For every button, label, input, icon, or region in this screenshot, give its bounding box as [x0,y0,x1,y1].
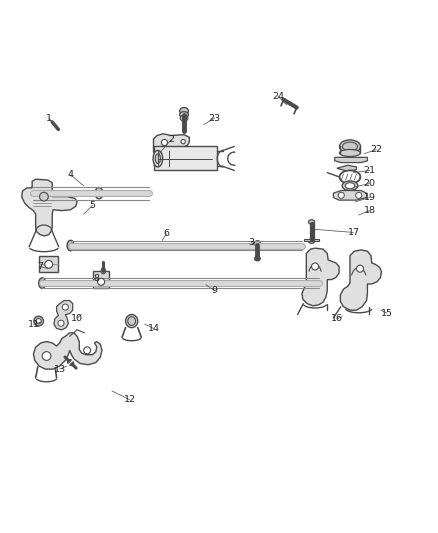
Ellipse shape [339,171,360,183]
Text: 14: 14 [148,324,159,333]
Ellipse shape [126,314,138,328]
Text: 20: 20 [364,179,376,188]
Circle shape [181,140,185,144]
Text: 1: 1 [46,114,52,123]
Ellipse shape [101,268,106,274]
Ellipse shape [343,142,357,151]
Text: 24: 24 [272,92,284,101]
Circle shape [356,192,362,198]
Ellipse shape [342,181,358,190]
Text: 12: 12 [124,395,135,404]
Ellipse shape [29,187,37,200]
Text: 17: 17 [347,228,360,237]
Polygon shape [21,179,77,236]
Circle shape [62,304,68,310]
Polygon shape [33,333,102,369]
Text: 21: 21 [364,166,376,175]
Text: 6: 6 [164,229,170,238]
Ellipse shape [345,183,355,189]
Ellipse shape [67,359,74,366]
Ellipse shape [339,149,360,157]
Ellipse shape [254,241,260,245]
Polygon shape [335,157,367,163]
Ellipse shape [34,316,43,326]
Circle shape [45,261,53,268]
Text: 4: 4 [67,171,74,179]
Ellipse shape [128,317,136,326]
Text: 22: 22 [370,145,382,154]
Text: 18: 18 [364,206,376,215]
Circle shape [84,347,91,354]
Ellipse shape [254,256,260,261]
Text: 15: 15 [381,309,393,318]
Ellipse shape [39,278,46,288]
Text: 7: 7 [37,262,43,271]
Text: 23: 23 [208,114,221,123]
Text: 13: 13 [53,365,66,374]
Circle shape [161,140,167,146]
Circle shape [98,278,105,285]
Text: 8: 8 [94,274,100,283]
Ellipse shape [36,318,41,324]
Text: 11: 11 [28,320,39,329]
Ellipse shape [153,150,162,167]
Text: 19: 19 [364,193,376,202]
Polygon shape [304,239,319,241]
Ellipse shape [67,240,74,251]
Bar [39,256,58,272]
Circle shape [357,265,364,272]
Circle shape [58,320,64,326]
Circle shape [311,263,318,270]
Polygon shape [153,134,189,153]
Polygon shape [333,190,367,200]
Text: 16: 16 [331,314,343,324]
Ellipse shape [95,188,103,199]
Polygon shape [302,248,339,306]
Bar [93,271,109,288]
Ellipse shape [308,239,314,244]
Text: 5: 5 [89,201,95,210]
Circle shape [42,352,51,360]
Polygon shape [337,165,357,171]
Circle shape [338,192,344,198]
Polygon shape [340,250,381,310]
Circle shape [39,192,48,201]
Ellipse shape [180,108,188,115]
Ellipse shape [155,154,160,164]
Ellipse shape [308,220,314,224]
Polygon shape [54,301,73,330]
Text: 2: 2 [168,135,174,144]
Ellipse shape [180,115,188,121]
Text: 3: 3 [249,238,255,247]
Ellipse shape [339,140,360,153]
Text: 9: 9 [212,286,218,295]
Bar [153,147,217,171]
Ellipse shape [180,112,188,117]
Text: 10: 10 [71,313,83,322]
